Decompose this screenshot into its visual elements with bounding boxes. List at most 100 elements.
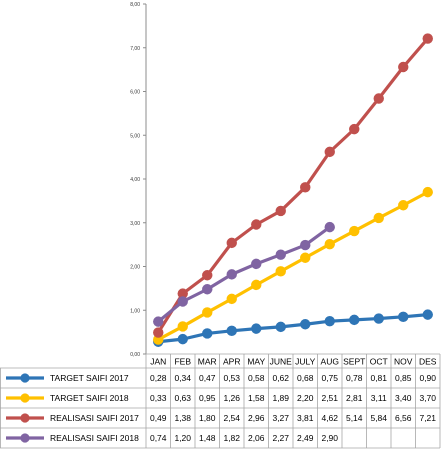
data-point [227,326,237,336]
data-point [398,200,408,210]
data-point [325,222,335,232]
data-label: 0,81 [370,373,387,383]
data-point [423,309,433,319]
data-point [178,321,188,331]
data-point [349,226,359,236]
x-tick-label: AUG [321,357,339,367]
data-point [227,238,237,248]
data-point [251,259,261,269]
legend-label: TARGET SAIFI 2017 [50,373,129,383]
data-label: 6,56 [395,413,412,423]
data-label: 3,81 [297,413,314,423]
x-tick-label: JUNE [270,357,293,367]
y-tick-label: 3,00 [130,221,140,227]
data-point [325,316,335,326]
data-label: 1,89 [272,393,289,403]
y-tick-label: 1,00 [130,308,140,314]
x-tick-label: NOV [394,357,413,367]
data-point [349,315,359,325]
x-tick-label: APR [223,357,240,367]
legend-key-marker [20,393,29,402]
data-label: 3,40 [395,393,412,403]
data-point [374,213,384,223]
data-point [153,316,163,326]
data-label: 2,54 [223,413,240,423]
data-table: JAN FEB MAR APR MAY JUNE JULY AUG SEPT OCT NOV DES T… [0,354,440,448]
data-point [202,328,212,338]
data-point [202,270,212,280]
y-tick-label: 7,00 [130,46,140,52]
data-label: 0,53 [223,373,240,383]
data-point [300,240,310,250]
data-label: 1,48 [199,433,216,443]
data-label: 0,63 [174,393,191,403]
data-point [423,33,433,43]
data-label: 3,70 [419,393,436,403]
data-point [398,312,408,322]
data-label: 0,49 [150,413,167,423]
x-tick-label: JULY [295,357,315,367]
y-tick-label: 6,00 [130,90,140,96]
data-point [300,319,310,329]
data-point [251,219,261,229]
data-label: 0,33 [150,393,167,403]
x-tick-label: DES [419,357,437,367]
y-tick-labels: 0,00 1,00 2,00 3,00 4,00 5,00 6,00 7,00 8,00 [130,2,146,358]
data-label: 1,20 [174,433,191,443]
series-line-3 [158,39,428,333]
legend-key-marker [20,433,29,442]
data-label: 0,62 [272,373,289,383]
data-label: 2,49 [297,433,314,443]
data-label: 1,82 [223,433,240,443]
legend-label: REALISASI SAIFI 2017 [50,413,139,423]
data-label: 0,85 [395,373,412,383]
data-label: 0,95 [199,393,216,403]
data-label: 2,51 [321,393,338,403]
data-label: 2,81 [346,393,363,403]
data-label: 1,38 [174,413,191,423]
y-tick-label: 4,00 [130,177,140,183]
legend-label: TARGET SAIFI 2018 [50,393,129,403]
y-tick-label: 2,00 [130,265,140,271]
legend-key-marker [20,373,29,382]
data-label: 0,58 [248,373,265,383]
data-point [276,249,286,259]
data-label: 1,80 [199,413,216,423]
data-point [300,182,310,192]
data-label: 0,28 [150,373,167,383]
data-point [423,187,433,197]
data-point [202,307,212,317]
data-label: 0,34 [174,373,191,383]
data-point [398,62,408,72]
data-point [153,327,163,337]
data-point [251,280,261,290]
data-point [178,296,188,306]
data-label: 0,47 [199,373,216,383]
legend-label: REALISASI SAIFI 2018 [50,433,139,443]
y-tick-label: 8,00 [130,2,140,8]
data-point [374,93,384,103]
data-label: 2,27 [272,433,289,443]
y-tick-label: 5,00 [130,133,140,139]
data-label: 0,78 [346,373,363,383]
data-point [276,206,286,216]
data-label: 2,96 [248,413,265,423]
data-label: 3,11 [371,393,387,403]
y-tick-label: 0,00 [130,352,140,358]
data-label: 1,58 [248,393,265,403]
data-point [251,323,261,333]
data-point [227,269,237,279]
data-label: 3,27 [272,413,289,423]
data-label: 2,20 [297,393,314,403]
data-label: 7,21 [419,413,436,423]
x-tick-label: JAN [150,357,166,367]
data-label: 0,75 [321,373,338,383]
data-label: 2,06 [248,433,265,443]
data-point [325,239,335,249]
data-point [325,147,335,157]
data-label: 5,84 [370,413,387,423]
x-tick-label: FEB [174,357,191,367]
data-point [276,322,286,332]
data-label: 5,14 [346,413,363,423]
